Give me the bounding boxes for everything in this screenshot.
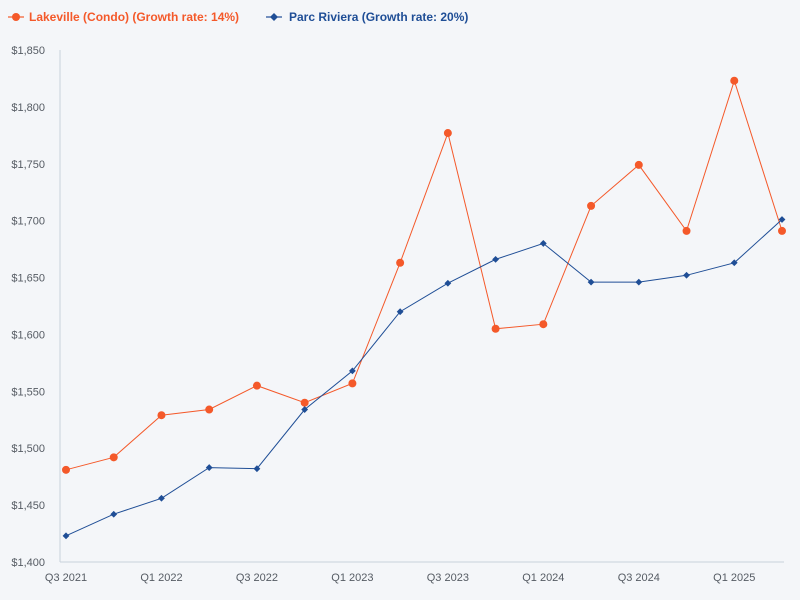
- y-tick-label: $1,650: [11, 273, 45, 285]
- data-point[interactable]: [205, 405, 214, 414]
- data-point[interactable]: [300, 398, 309, 407]
- data-point[interactable]: [158, 494, 165, 502]
- data-point[interactable]: [109, 453, 118, 462]
- y-tick-label: $1,500: [11, 443, 45, 455]
- legend-label-parc-riviera: Parc Riviera (Growth rate: 20%): [289, 10, 468, 24]
- legend-marker-parc-riviera-diamond-icon: [270, 13, 278, 21]
- series-parc-riviera: [62, 216, 786, 540]
- legend-marker-lakeville-circle-icon: [12, 13, 20, 21]
- data-point[interactable]: [349, 367, 356, 375]
- series-line: [65, 79, 783, 471]
- data-point[interactable]: [635, 278, 643, 286]
- series-layer: [62, 76, 786, 540]
- y-tick-label: $1,850: [11, 45, 45, 57]
- series-lakeville: [62, 76, 786, 474]
- data-point[interactable]: [444, 279, 452, 287]
- y-tick-label: $1,400: [11, 557, 45, 569]
- x-tick-label: Q1 2022: [140, 572, 182, 584]
- y-tick-label: $1,600: [11, 329, 45, 341]
- data-point[interactable]: [157, 411, 166, 420]
- data-point[interactable]: [539, 240, 547, 247]
- data-point[interactable]: [634, 160, 643, 169]
- data-point[interactable]: [205, 464, 213, 471]
- x-tick-label: Q3 2022: [236, 572, 278, 584]
- legend: Lakeville (Condo) (Growth rate: 14%) Par…: [8, 10, 468, 24]
- y-axis-ticks: $1,400 $1,450 $1,500 $1,550 $1,600 $1,650 $1,7…: [11, 45, 45, 569]
- legend-label-lakeville: Lakeville (Condo) (Growth rate: 14%): [29, 10, 239, 24]
- data-point[interactable]: [301, 406, 309, 413]
- x-tick-label: Q3 2024: [618, 572, 660, 584]
- data-point[interactable]: [62, 532, 70, 540]
- x-tick-label: Q3 2023: [427, 572, 469, 584]
- x-tick-label: Q1 2023: [331, 572, 373, 584]
- data-point[interactable]: [443, 129, 452, 138]
- data-point[interactable]: [778, 216, 786, 223]
- data-point[interactable]: [348, 379, 357, 388]
- data-point[interactable]: [730, 259, 738, 267]
- data-point[interactable]: [62, 465, 70, 474]
- y-tick-label: $1,700: [11, 216, 45, 228]
- data-point[interactable]: [587, 278, 595, 286]
- x-axis-ticks: Q3 2021 Q1 2022 Q3 2022 Q1 2023 Q3 2023 Q1 20…: [45, 572, 755, 584]
- data-point[interactable]: [587, 201, 596, 210]
- data-point[interactable]: [396, 308, 404, 316]
- y-tick-label: $1,550: [11, 386, 45, 398]
- y-tick-label: $1,800: [11, 102, 45, 114]
- data-point[interactable]: [683, 271, 690, 279]
- data-point[interactable]: [110, 510, 118, 518]
- series-line: [65, 219, 783, 537]
- legend-item-parc-riviera[interactable]: Parc Riviera (Growth rate: 20%): [266, 10, 468, 24]
- y-tick-label: $1,750: [11, 159, 45, 171]
- data-point[interactable]: [396, 258, 405, 267]
- data-point[interactable]: [492, 255, 499, 263]
- x-tick-label: Q1 2024: [522, 572, 564, 584]
- data-point[interactable]: [252, 381, 261, 390]
- data-point[interactable]: [491, 324, 500, 333]
- data-point[interactable]: [539, 320, 548, 329]
- data-point[interactable]: [682, 226, 691, 235]
- x-tick-label: Q1 2025: [713, 572, 755, 584]
- data-point[interactable]: [253, 465, 261, 473]
- x-tick-label: Q3 2021: [45, 572, 87, 584]
- data-point[interactable]: [778, 226, 786, 235]
- y-tick-label: $1,450: [11, 500, 45, 512]
- data-point[interactable]: [730, 76, 739, 85]
- legend-item-lakeville[interactable]: Lakeville (Condo) (Growth rate: 14%): [8, 10, 239, 24]
